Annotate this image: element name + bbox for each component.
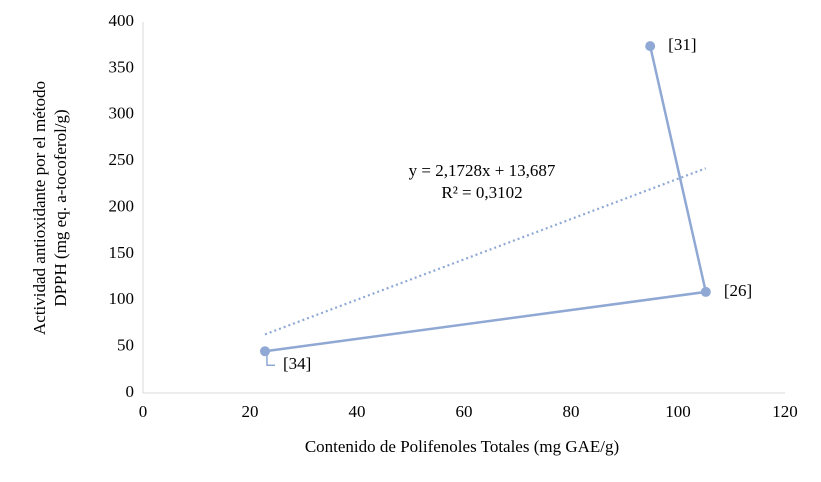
trendline-r2: R² = 0,3102 [441,183,522,202]
point-label: [34] [283,354,311,373]
point [259,346,270,357]
x-axis-title: Contenido de Polifenoles Totales (mg GAE… [305,437,619,456]
x-tick-label: 0 [139,402,148,421]
trendline-equation: y = 2,1728x + 13,687 [409,161,556,180]
y-tick-label: 350 [109,57,135,76]
point [645,41,656,52]
y-tick-label: 200 [109,196,135,215]
x-tick-label: 120 [772,402,798,421]
point-label: [26] [724,281,752,300]
y-tick-label: 400 [109,11,135,30]
y-tick-label: 50 [117,336,134,355]
point [700,286,711,297]
y-tick-label: 300 [109,104,135,123]
y-tick-label: 0 [126,382,135,401]
y-axis-title-line: Actividad antioxidante por el método [30,81,49,335]
label-leader [266,353,275,367]
x-tick-label: 20 [242,402,259,421]
x-tick-label: 100 [665,402,691,421]
x-tick-label: 60 [456,402,473,421]
y-tick-label: 100 [109,289,135,308]
trendline [264,167,707,336]
y-axis-title: Actividad antioxidante por el método DPP… [30,81,70,335]
y-tick-label: 250 [109,150,135,169]
y-axis-title-line: DPPH (mg eq. a-tocoferol/g) [51,109,70,306]
x-tick-label: 80 [563,402,580,421]
x-tick-label: 40 [349,402,366,421]
y-tick-label: 150 [109,243,135,262]
point-label: [31] [668,35,696,54]
